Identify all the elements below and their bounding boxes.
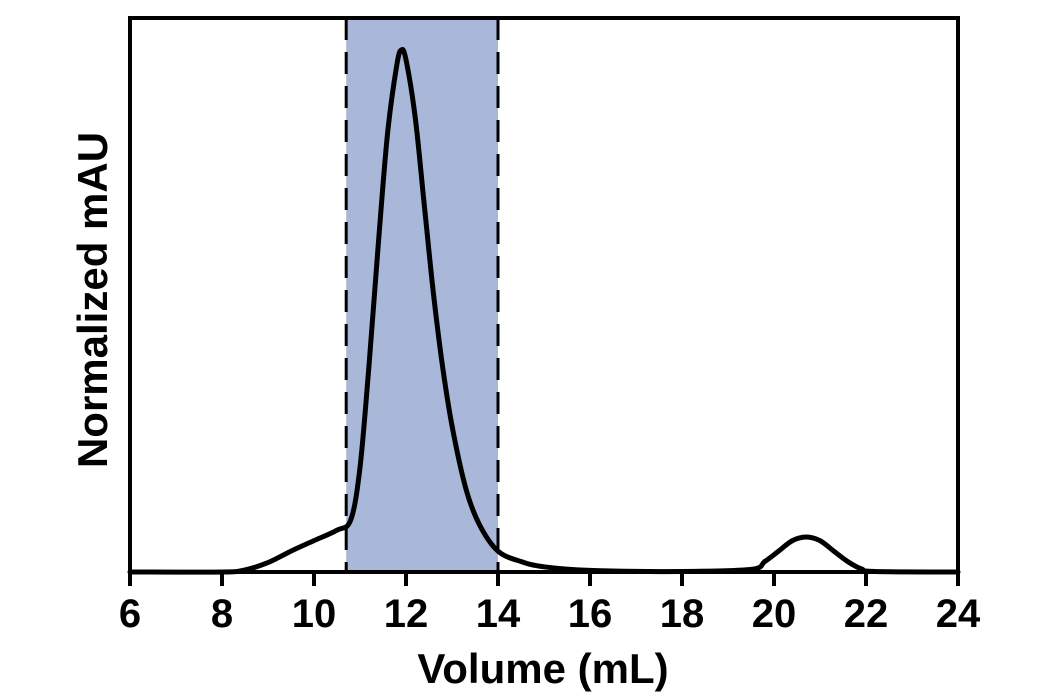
x-tick-label: 12 <box>384 592 429 636</box>
x-tick-label: 24 <box>936 592 981 636</box>
plot-frame-group <box>128 16 960 574</box>
x-axis-title: Volume (mL) <box>417 645 668 692</box>
highlight-region <box>346 18 498 572</box>
y-axis-title: Normalized mAU <box>69 132 116 468</box>
highlight-region-group <box>344 18 500 572</box>
x-tick-label: 22 <box>844 592 889 636</box>
x-tick-label: 10 <box>292 592 337 636</box>
series-group <box>127 47 961 575</box>
x-tick-label: 6 <box>119 592 141 636</box>
x-tick-label: 18 <box>660 592 705 636</box>
x-tick-label: 14 <box>476 592 521 636</box>
series-line-0 <box>127 47 961 575</box>
x-ticks-group: 6 8 10 12 14 16 18 20 22 24 <box>119 572 981 636</box>
x-tick-label: 8 <box>211 592 233 636</box>
x-tick-label: 20 <box>752 592 797 636</box>
plot-frame <box>128 16 960 574</box>
x-tick-label: 16 <box>568 592 613 636</box>
